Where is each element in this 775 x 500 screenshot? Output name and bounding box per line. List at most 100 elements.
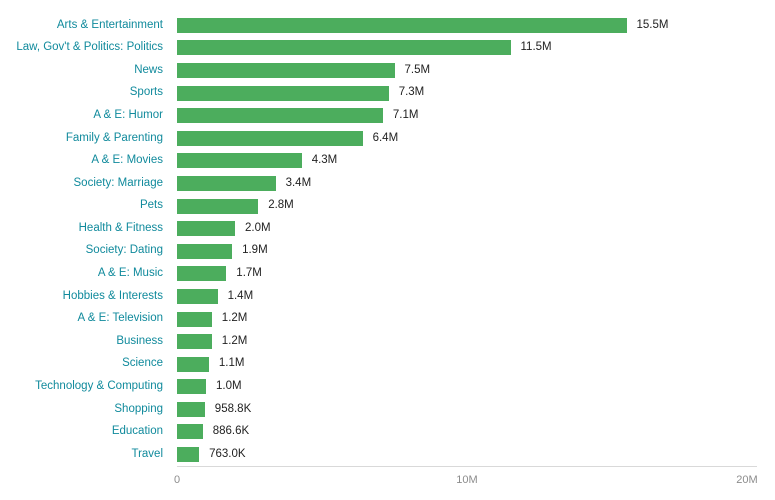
value-label: 1.4M (227, 289, 254, 302)
category-label: Business (116, 334, 163, 347)
bar-track: 7.3M (177, 85, 757, 101)
x-axis-tick-20m: 20M (736, 474, 758, 486)
bar-track: 2.0M (177, 221, 757, 237)
bar (177, 85, 389, 101)
bar (177, 311, 212, 327)
x-axis-tick-0: 0 (173, 474, 181, 486)
value-label: 958.8K (214, 402, 252, 415)
bar-row: Science 1.1M (0, 353, 775, 376)
bar (177, 40, 511, 56)
category-label: Family & Parenting (65, 131, 163, 144)
bar-track: 6.4M (177, 130, 757, 146)
value-label: 11.5M (520, 41, 552, 54)
value-label: 3.4M (285, 176, 312, 189)
bar-track: 11.5M (177, 40, 757, 56)
bar (177, 221, 235, 237)
bar-row: A & E: Movies 4.3M (0, 150, 775, 173)
bar-row: Travel 763.0K (0, 443, 775, 466)
bar (177, 198, 259, 214)
bar-track: 3.4M (177, 175, 757, 191)
bar-row: Society: Dating 1.9M (0, 240, 775, 263)
category-label: Education (111, 425, 163, 438)
value-label: 1.1M (218, 357, 245, 370)
value-label: 6.4M (372, 131, 399, 144)
category-label: A & E: Television (77, 312, 163, 325)
category-label: Law, Gov't & Politics: Politics (16, 41, 163, 54)
bar (177, 334, 212, 350)
value-label: 4.3M (311, 154, 338, 167)
category-label: Arts & Entertainment (56, 18, 163, 31)
category-label: Travel (131, 447, 163, 460)
bar-row: Sports 7.3M (0, 82, 775, 105)
value-label: 7.3M (398, 86, 425, 99)
bar-row: Hobbies & Interests 1.4M (0, 285, 775, 308)
bar-row: Law, Gov't & Politics: Politics 11.5M (0, 37, 775, 60)
value-label: 1.0M (216, 380, 242, 393)
bar-track: 7.1M (177, 108, 757, 124)
bar (177, 62, 395, 78)
bar-row: A & E: Music 1.7M (0, 263, 775, 286)
value-label: 2.8M (268, 199, 294, 212)
value-label: 763.0K (209, 447, 246, 460)
value-label: 1.2M (221, 334, 248, 347)
bar-track: 1.2M (177, 334, 757, 350)
value-label: 1.9M (242, 244, 268, 257)
bar (177, 401, 205, 417)
bar-track: 15.5M (177, 17, 757, 33)
category-label: Pets (139, 199, 163, 212)
bar-row: A & E: Television 1.2M (0, 308, 775, 331)
bar (177, 424, 203, 440)
bar-row: Society: Marriage 3.4M (0, 172, 775, 195)
bar-row: Education 886.6K (0, 421, 775, 444)
bar-track: 1.9M (177, 243, 757, 259)
category-label: Shopping (114, 402, 163, 415)
category-label: Health & Fitness (78, 221, 163, 234)
bar-track: 1.7M (177, 266, 757, 282)
bar (177, 243, 233, 259)
x-axis-tick-10m: 10M (456, 474, 478, 486)
bar-track: 763.0K (177, 447, 757, 463)
bar (177, 175, 276, 191)
bar-track: 4.3M (177, 153, 757, 169)
value-label: 7.5M (404, 63, 431, 76)
category-label: Society: Marriage (73, 176, 163, 189)
bar (177, 153, 302, 169)
bar-track: 1.0M (177, 379, 757, 395)
value-label: 15.5M (636, 18, 669, 31)
value-label: 1.7M (236, 267, 262, 280)
value-label: 886.6K (212, 425, 250, 438)
bar-track: 1.4M (177, 288, 757, 304)
bar-row: Pets 2.8M (0, 195, 775, 218)
bar-row: Family & Parenting 6.4M (0, 127, 775, 150)
bar-track: 958.8K (177, 401, 757, 417)
bar-row: Shopping 958.8K (0, 398, 775, 421)
bar (177, 108, 383, 124)
bar-row: A & E: Humor 7.1M (0, 104, 775, 127)
bar (177, 356, 209, 372)
bar-track: 1.2M (177, 311, 757, 327)
value-label: 7.1M (392, 108, 419, 121)
category-label: A & E: Humor (93, 108, 163, 121)
bar (177, 288, 218, 304)
bar-track: 7.5M (177, 62, 757, 78)
bar-track: 2.8M (177, 198, 757, 214)
category-label: Science (122, 357, 163, 370)
category-label: News (134, 63, 163, 76)
bar-track: 1.1M (177, 356, 757, 372)
bar-row: Business 1.2M (0, 330, 775, 353)
bar (177, 130, 363, 146)
bar (177, 17, 627, 33)
category-label: Technology & Computing (35, 380, 163, 393)
category-label: A & E: Movies (91, 154, 163, 167)
category-label: Hobbies & Interests (62, 289, 163, 302)
bar-track: 886.6K (177, 424, 757, 440)
value-label: 2.0M (245, 221, 271, 234)
bar (177, 266, 227, 282)
bar-rows: Arts & Entertainment 15.5M Law, Gov't & Po… (0, 14, 775, 466)
bar-row: Arts & Entertainment 15.5M (0, 14, 775, 37)
category-label: Society: Dating (85, 244, 163, 257)
bar-row: Health & Fitness 2.0M (0, 217, 775, 240)
category-label: A & E: Music (97, 267, 163, 280)
value-label: 1.2M (221, 312, 248, 325)
